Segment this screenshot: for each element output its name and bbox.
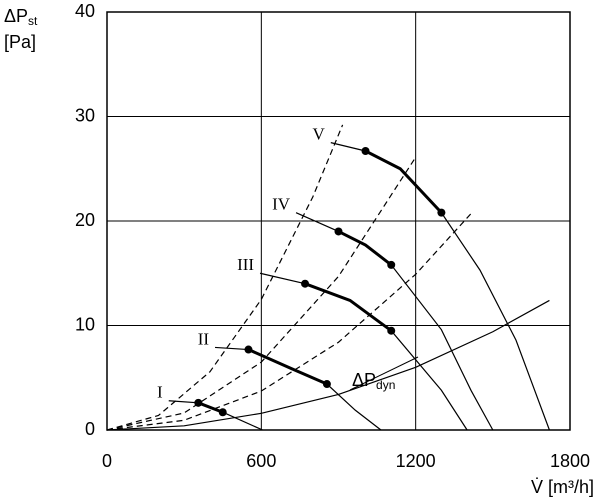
y-axis-unit: [Pa] [4, 32, 36, 52]
system-curve [106, 156, 417, 431]
y-tick-label: 30 [75, 105, 95, 125]
x-axis-label: V̇ [m³/h] [531, 477, 594, 497]
plot-frame [106, 11, 571, 431]
operating-point [387, 260, 396, 269]
y-label-sub: st [28, 14, 38, 28]
y-tick-label: 10 [75, 314, 95, 334]
system-curve [106, 124, 344, 431]
curve-label: III [237, 255, 254, 274]
curve-label-sub: dyn [376, 378, 395, 392]
y-axis-label: ΔPst [4, 6, 38, 28]
x-tick-label: 600 [246, 451, 276, 471]
curve-label: II [198, 329, 210, 348]
operating-point [244, 345, 253, 354]
operating-point [301, 279, 310, 288]
operating-range [364, 149, 443, 214]
operating-range [337, 230, 393, 267]
operating-range [304, 282, 393, 332]
operating-range [197, 401, 224, 414]
operating-point [322, 380, 331, 389]
operating-point [437, 208, 446, 217]
operating-point [334, 227, 343, 236]
curve-label: V [313, 125, 326, 144]
y-label-main: ΔP [4, 6, 28, 26]
system-curve [106, 213, 472, 431]
x-tick-label: 0 [102, 451, 112, 471]
x-tick-label: 1200 [396, 451, 436, 471]
operating-point [361, 146, 370, 155]
y-tick-label: 40 [75, 1, 95, 21]
operating-range [247, 348, 328, 386]
curve-label: I [157, 383, 163, 402]
y-tick-label: 20 [75, 210, 95, 230]
y-tick-label: 0 [85, 419, 95, 439]
operating-point [218, 408, 227, 417]
curve-label: ΔPdyn [352, 370, 395, 392]
operating-point [387, 326, 396, 335]
leader-line [349, 356, 419, 391]
curve-label: IV [272, 195, 291, 214]
curve-label-main: ΔP [352, 370, 376, 390]
fan-curve [106, 299, 550, 431]
x-tick-label: 1800 [550, 451, 590, 471]
